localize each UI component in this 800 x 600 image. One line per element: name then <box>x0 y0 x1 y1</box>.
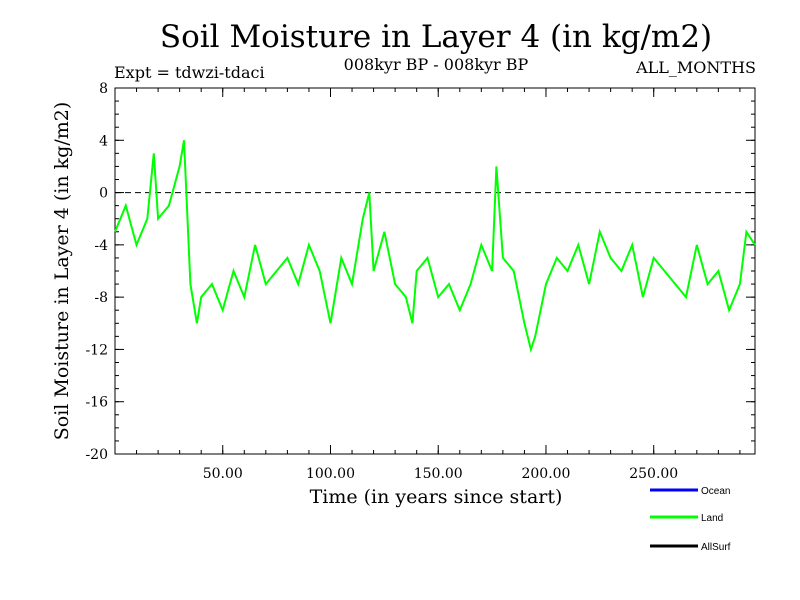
y-tick-label: -4 <box>94 238 108 254</box>
legend-label-land: Land <box>701 513 723 524</box>
months-label: ALL_MONTHS <box>635 58 756 77</box>
y-tick-label: -20 <box>85 447 108 463</box>
y-tick-label: 0 <box>99 186 108 202</box>
x-tick-label: 150.00 <box>414 466 463 482</box>
y-tick-label: -12 <box>85 342 108 358</box>
y-tick-label: 8 <box>99 81 108 97</box>
x-tick-label: 200.00 <box>521 466 570 482</box>
x-axis-ticks: 50.00 100.00 150.00 200.00 250.00 <box>203 88 678 482</box>
x-axis-label: Time (in years since start) <box>310 486 563 508</box>
series-line-land <box>114 140 756 353</box>
y-tick-label: 4 <box>99 133 108 149</box>
x-tick-label: 50.00 <box>203 466 243 482</box>
x-tick-label: 100.00 <box>306 466 355 482</box>
legend-label-allsurf: AllSurf <box>701 542 731 553</box>
y-minor-ticks <box>115 87 755 455</box>
chart-title: Soil Moisture in Layer 4 (in kg/m2) <box>160 19 712 55</box>
experiment-label: Expt = tdwzi-tdaci <box>114 63 265 82</box>
legend-label-ocean: Ocean <box>701 486 730 497</box>
period-label: 008kyr BP - 008kyr BP <box>344 55 529 74</box>
plot-area: -20 -16 -12 -8 -4 0 4 8 50.00 100.00 150.00 200.00… <box>85 81 756 482</box>
y-axis-label: Soil Moisture in Layer 4 (in kg/m2) <box>51 102 73 441</box>
y-tick-label: -16 <box>85 395 108 411</box>
y-tick-label: -8 <box>94 290 108 306</box>
plot-frame <box>114 87 756 455</box>
y-axis-ticks: -20 -16 -12 -8 -4 0 4 8 <box>85 81 755 463</box>
x-tick-label: 250.00 <box>629 466 678 482</box>
legend: Ocean Land AllSurf <box>650 486 731 553</box>
